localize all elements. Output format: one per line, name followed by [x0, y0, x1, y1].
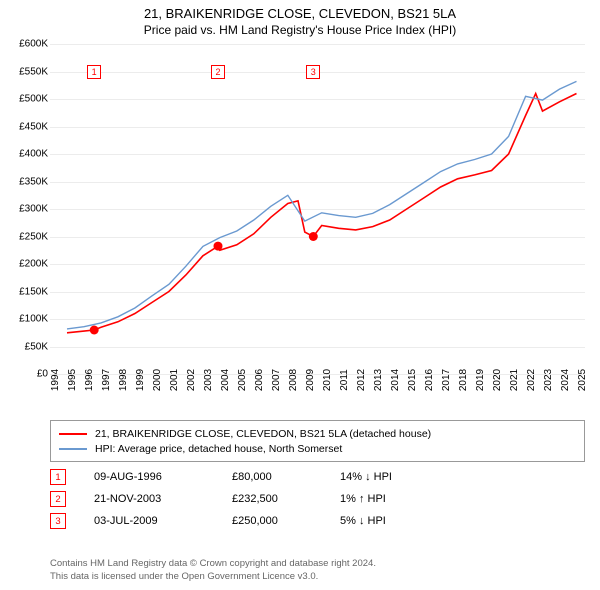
sale-delta: 1% ↑ HPI	[340, 493, 440, 505]
sale-point-label-box: 1	[87, 65, 101, 79]
footer-line: Contains HM Land Registry data © Crown c…	[50, 558, 585, 571]
chart-title: 21, BRAIKENRIDGE CLOSE, CLEVEDON, BS21 5…	[0, 0, 600, 21]
y-tick-label: £100K	[0, 314, 48, 325]
footer-attribution: Contains HM Land Registry data © Crown c…	[50, 558, 585, 584]
y-tick-label: £0	[0, 369, 48, 380]
legend-swatch	[59, 448, 87, 450]
sale-point-label-box: 3	[306, 65, 320, 79]
y-tick-label: £400K	[0, 149, 48, 160]
sale-price: £232,500	[232, 493, 312, 505]
y-tick-label: £350K	[0, 176, 48, 187]
sale-point-dot	[309, 232, 318, 241]
sale-point-dot	[90, 326, 99, 335]
sales-table: 1 09-AUG-1996 £80,000 14% ↓ HPI 2 21-NOV…	[50, 466, 585, 532]
y-tick-label: £50K	[0, 341, 48, 352]
sale-index-box: 1	[50, 469, 66, 485]
sale-point-dot	[214, 242, 223, 251]
chart-subtitle: Price paid vs. HM Land Registry's House …	[0, 21, 600, 37]
sale-date: 21-NOV-2003	[94, 493, 204, 505]
footer-line: This data is licensed under the Open Gov…	[50, 571, 585, 584]
y-tick-label: £300K	[0, 204, 48, 215]
sale-price: £80,000	[232, 471, 312, 483]
sale-delta: 5% ↓ HPI	[340, 515, 440, 527]
legend-label: HPI: Average price, detached house, Nort…	[95, 443, 342, 455]
legend: 21, BRAIKENRIDGE CLOSE, CLEVEDON, BS21 5…	[50, 420, 585, 462]
sale-index-box: 3	[50, 513, 66, 529]
sales-row: 1 09-AUG-1996 £80,000 14% ↓ HPI	[50, 466, 585, 488]
y-tick-label: £600K	[0, 39, 48, 50]
y-tick-label: £550K	[0, 66, 48, 77]
sale-date: 03-JUL-2009	[94, 515, 204, 527]
sale-date: 09-AUG-1996	[94, 471, 204, 483]
chart-plot	[50, 44, 585, 374]
sale-index-box: 2	[50, 491, 66, 507]
series-line	[67, 81, 577, 329]
legend-item: HPI: Average price, detached house, Nort…	[59, 441, 576, 456]
sales-row: 2 21-NOV-2003 £232,500 1% ↑ HPI	[50, 488, 585, 510]
y-tick-label: £250K	[0, 231, 48, 242]
sale-price: £250,000	[232, 515, 312, 527]
y-tick-label: £450K	[0, 121, 48, 132]
legend-swatch	[59, 433, 87, 435]
sales-row: 3 03-JUL-2009 £250,000 5% ↓ HPI	[50, 510, 585, 532]
legend-item: 21, BRAIKENRIDGE CLOSE, CLEVEDON, BS21 5…	[59, 426, 576, 441]
y-tick-label: £500K	[0, 94, 48, 105]
sale-delta: 14% ↓ HPI	[340, 471, 440, 483]
legend-label: 21, BRAIKENRIDGE CLOSE, CLEVEDON, BS21 5…	[95, 428, 431, 440]
y-tick-label: £150K	[0, 286, 48, 297]
y-tick-label: £200K	[0, 259, 48, 270]
sale-point-label-box: 2	[211, 65, 225, 79]
